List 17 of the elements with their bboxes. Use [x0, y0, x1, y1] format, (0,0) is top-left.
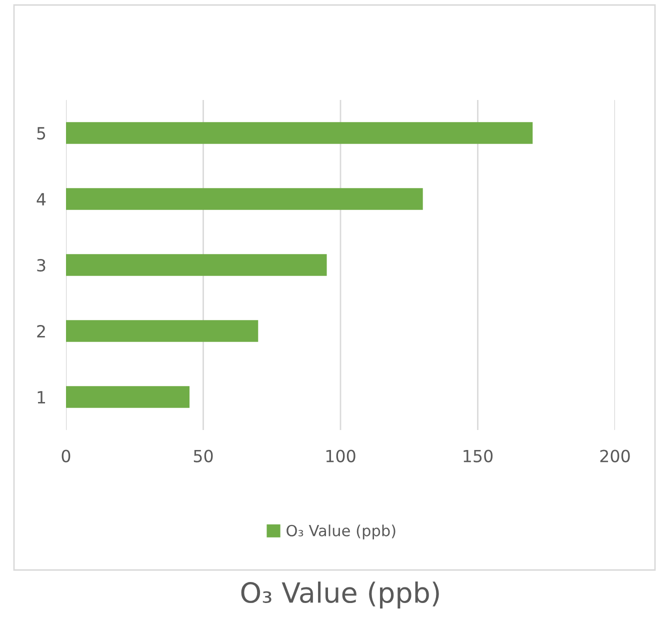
x-tick-label: 150 — [464, 450, 493, 462]
y-tick-label: 2 — [37, 324, 45, 338]
x-tick-label: 200 — [600, 450, 630, 462]
x-tick-label: 0 — [62, 450, 70, 462]
bar — [66, 386, 190, 408]
legend-label: O₃ Value (ppb) — [286, 524, 396, 540]
y-tick-label: 5 — [37, 127, 46, 140]
bar — [66, 320, 258, 342]
x-tick-label: 50 — [194, 450, 213, 462]
x-axis-title: O₃ Value (ppb) — [241, 582, 439, 608]
y-tick-label: 3 — [37, 258, 46, 272]
bar — [66, 254, 327, 276]
x-tick-label: 100 — [326, 450, 356, 462]
bar — [66, 188, 423, 210]
y-tick-label: 1 — [38, 391, 46, 404]
bar — [66, 122, 533, 144]
y-tick-label: 4 — [36, 193, 46, 206]
